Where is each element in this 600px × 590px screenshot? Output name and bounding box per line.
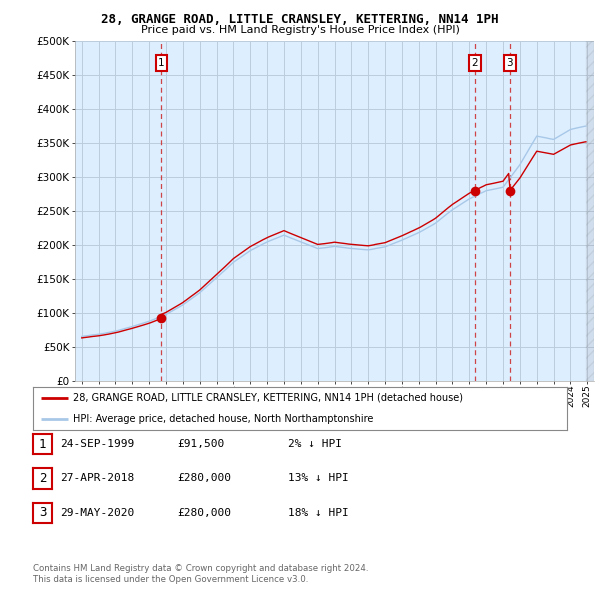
- Text: 3: 3: [39, 506, 46, 519]
- Text: 3: 3: [506, 58, 513, 68]
- Text: 1: 1: [158, 58, 165, 68]
- Text: 28, GRANGE ROAD, LITTLE CRANSLEY, KETTERING, NN14 1PH (detached house): 28, GRANGE ROAD, LITTLE CRANSLEY, KETTER…: [73, 393, 463, 402]
- Text: 28, GRANGE ROAD, LITTLE CRANSLEY, KETTERING, NN14 1PH: 28, GRANGE ROAD, LITTLE CRANSLEY, KETTER…: [101, 13, 499, 26]
- Text: 29-MAY-2020: 29-MAY-2020: [60, 508, 134, 517]
- Text: This data is licensed under the Open Government Licence v3.0.: This data is licensed under the Open Gov…: [33, 575, 308, 584]
- Text: 27-APR-2018: 27-APR-2018: [60, 474, 134, 483]
- Text: 2: 2: [39, 472, 46, 485]
- Bar: [586, 41, 594, 381]
- Text: HPI: Average price, detached house, North Northamptonshire: HPI: Average price, detached house, Nort…: [73, 414, 373, 424]
- Text: 2: 2: [472, 58, 478, 68]
- Text: Contains HM Land Registry data © Crown copyright and database right 2024.: Contains HM Land Registry data © Crown c…: [33, 565, 368, 573]
- Text: £280,000: £280,000: [177, 474, 231, 483]
- Text: 24-SEP-1999: 24-SEP-1999: [60, 440, 134, 449]
- Text: 2% ↓ HPI: 2% ↓ HPI: [288, 440, 342, 449]
- Text: Price paid vs. HM Land Registry's House Price Index (HPI): Price paid vs. HM Land Registry's House …: [140, 25, 460, 35]
- Text: 1: 1: [39, 438, 46, 451]
- Text: £280,000: £280,000: [177, 508, 231, 517]
- Text: £91,500: £91,500: [177, 440, 224, 449]
- Text: 18% ↓ HPI: 18% ↓ HPI: [288, 508, 349, 517]
- Text: 13% ↓ HPI: 13% ↓ HPI: [288, 474, 349, 483]
